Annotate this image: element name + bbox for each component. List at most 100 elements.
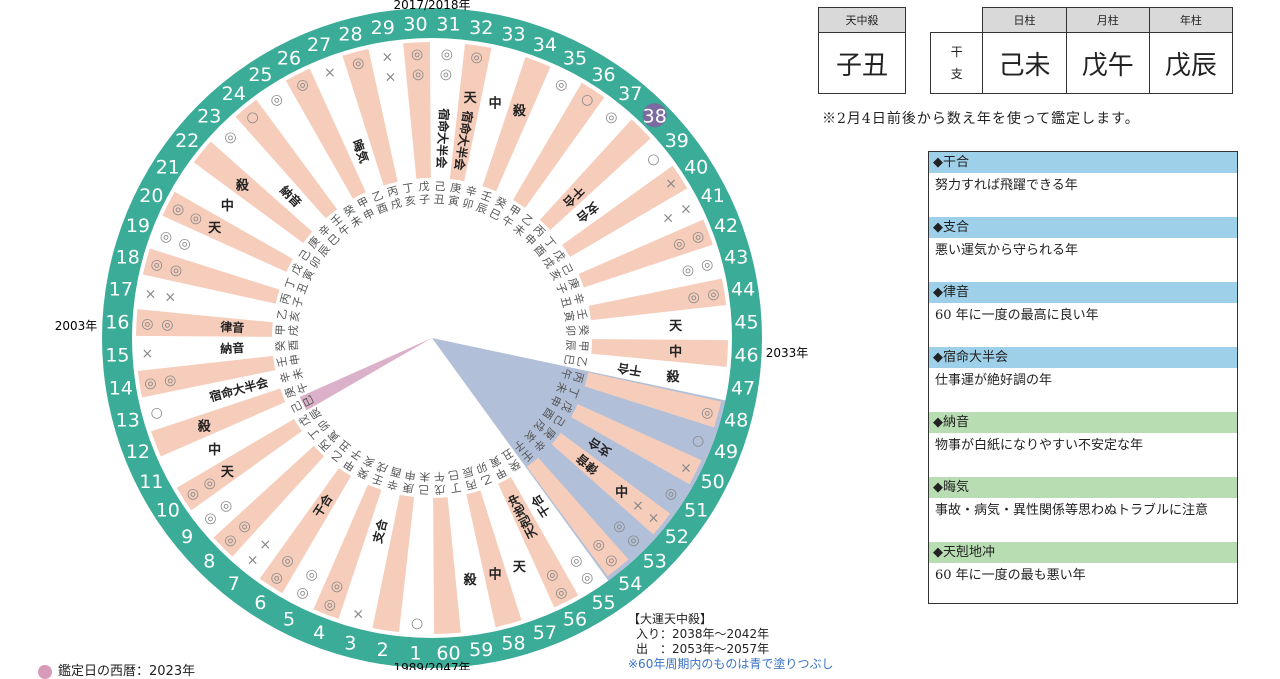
legend-item-desc: 物事が白紙になりやすい不安定な年: [929, 433, 1237, 478]
meishiki-table: 日柱 月柱 年柱 干支 己未 戊午 戊辰: [929, 7, 1234, 94]
kanshi-char: 丙: [386, 184, 400, 199]
kanshi-char: 丑: [433, 193, 445, 207]
legend-item-desc: 60 年に一度の最高に良い年: [929, 303, 1237, 348]
fortune-mark: ◎: [441, 46, 453, 62]
age-number: 25: [248, 64, 272, 86]
year-label-right: 2033年: [766, 346, 809, 360]
kanshi-char: 申: [547, 393, 564, 409]
fortune-mark: ◎: [161, 317, 173, 333]
legend-item: ◆干合 努力すれば飛躍できる年: [929, 152, 1237, 218]
kanshi-char: 庚: [565, 276, 582, 291]
fortune-mark: ◎: [581, 570, 593, 586]
age-number: 50: [701, 471, 725, 493]
age-number: 28: [338, 24, 362, 46]
kanshi-char: 己: [559, 261, 576, 277]
age-number: 44: [731, 279, 755, 301]
fortune-mark: ◎: [440, 66, 452, 82]
tenchusatsu-char: 天: [221, 465, 235, 480]
fortune-mark: ○: [411, 616, 423, 632]
kanshi-char: 戊: [434, 483, 446, 497]
fortune-mark: ◎: [239, 518, 251, 534]
purple-dot-icon: [38, 664, 52, 679]
legend-item-desc: 仕事運が絶好調の年: [929, 368, 1237, 413]
age-number: 24: [222, 83, 246, 105]
fortune-mark: ◎: [627, 533, 639, 549]
fortune-mark: ◎: [151, 257, 163, 273]
fortune-mark: ◎: [141, 316, 153, 332]
kanshi-char: 庚: [449, 180, 462, 196]
year-label-top: 2017/2018年: [393, 0, 470, 12]
age-number: 7: [228, 573, 240, 595]
fortune-mark: ◎: [701, 405, 713, 421]
kanshi-char: 丙: [278, 292, 293, 306]
legend-item: ◆納音 物事が白紙になりやすい不安定な年: [929, 412, 1237, 478]
age-ring: 1234567891011121314151617181920212223242…: [105, 13, 758, 664]
kanshi-char: 己: [434, 180, 446, 194]
stripe-age-42: [578, 219, 713, 288]
kanshi-char: 癸: [273, 340, 288, 352]
kanshi-char: 乙: [275, 308, 290, 321]
kanshi-char: 辛: [464, 183, 478, 199]
tenchusatsu-char: 中: [669, 344, 682, 360]
fortune-mark: ×: [247, 552, 259, 568]
age-number: 12: [126, 441, 150, 463]
legend-item-title: ◆支合: [929, 217, 1237, 238]
fortune-mark: ◎: [412, 66, 424, 82]
purple-wedge: [299, 338, 432, 411]
age-number: 18: [116, 246, 140, 268]
kanshi-char: 申: [361, 206, 377, 223]
fortune-mark: ◎: [613, 518, 625, 534]
col-header-year: 年柱: [1148, 7, 1234, 33]
col-header-day: 日柱: [982, 7, 1067, 33]
fortune-mark: ◎: [170, 262, 182, 278]
kanshi-char: 戊: [289, 261, 306, 277]
fortune-mark: ◎: [297, 77, 309, 93]
age-number: 29: [371, 17, 395, 39]
tenchusatsu-char: 殺: [512, 103, 527, 119]
relation-label: 宿命大半会: [434, 108, 452, 170]
age-number: 40: [684, 156, 708, 178]
kanshi-char: 戊: [418, 180, 430, 194]
tenchusatsu-char: 中: [489, 567, 502, 583]
fortune-mark: ○: [151, 405, 163, 421]
fortune-mark: ◎: [224, 533, 236, 549]
fortune-mark: ×: [662, 211, 674, 227]
stripe-age-2: [372, 494, 415, 633]
age-number: 38: [643, 105, 667, 127]
age-number: 51: [684, 500, 708, 522]
stripe-age-30: [403, 42, 431, 179]
kanshi-char: 辛: [386, 477, 400, 493]
kanshi-char: 丁: [402, 181, 415, 196]
fortune-mark: ×: [164, 290, 176, 306]
age-number: 46: [734, 344, 758, 366]
age-number: 1: [409, 643, 421, 665]
fortune-mark: ×: [259, 537, 271, 553]
legend-item: ◆晦気 事故・病気・異性関係等思わぬトラブルに注意: [929, 477, 1237, 543]
mark-layer: ○×◎◎◎◎◎◎××◎◎◎◎◎◎○◎ ◎×◎ ◎× ×◎ ◎◎ ◎◎◎◎○◎◎×◎ ××◎◎…: [141, 46, 719, 631]
fortune-mark: ◎: [605, 552, 617, 568]
kanshi-char: 壬: [574, 308, 589, 321]
legend-item-desc: 60 年に一度の最も悪い年: [935, 568, 1086, 583]
tenchusatsu-char: 天: [513, 560, 527, 575]
age-number: 56: [563, 609, 587, 631]
age-number: 2: [377, 639, 389, 661]
age-number: 11: [139, 471, 163, 493]
age-number: 39: [665, 130, 689, 152]
fortune-mark: ◎: [224, 129, 236, 145]
age-number: 3: [344, 632, 356, 654]
age-number: 47: [731, 377, 755, 399]
current-age-marker: [642, 103, 667, 128]
fortune-mark: ◎: [271, 92, 283, 108]
kanshi-char: 丙: [571, 370, 586, 384]
age-number: 13: [116, 410, 140, 432]
age-number: 37: [618, 83, 642, 105]
kanshi-char: 甲: [355, 195, 371, 212]
fortune-mark: ×: [142, 346, 154, 362]
fortune-mark: ×: [665, 176, 677, 192]
age-number: 26: [277, 47, 301, 69]
kanshi-char: 甲: [274, 324, 288, 336]
age-number: 53: [643, 551, 667, 573]
stripe-age-18: [142, 248, 280, 304]
tenchusatsu-char: 天: [669, 319, 683, 334]
fortune-mark: ◎: [352, 56, 364, 72]
